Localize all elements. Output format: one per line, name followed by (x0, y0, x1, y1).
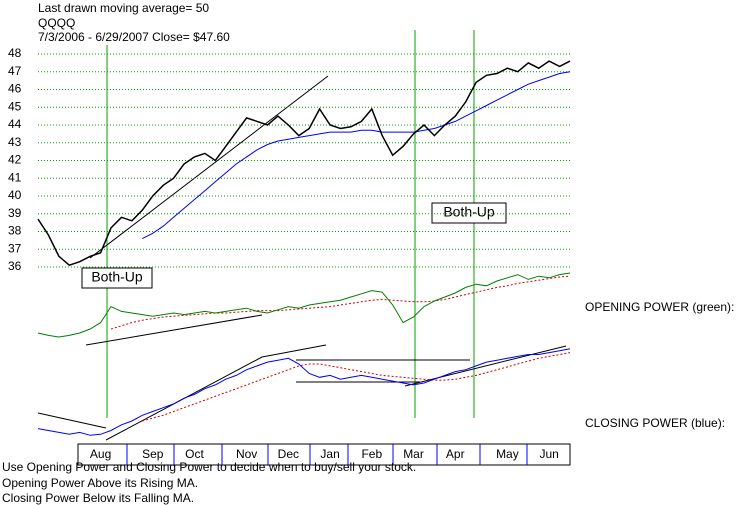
y-tick-label: 37 (8, 241, 22, 255)
x-tick-label: Aug (90, 447, 111, 461)
x-tick-label: Apr (446, 447, 465, 461)
chart-subtitle: 7/3/2006 - 6/29/2007 Close= $47.60 (38, 30, 230, 44)
annotation-box (81, 267, 153, 289)
y-tick-label: 40 (8, 188, 22, 202)
y-tick-label: 41 (8, 170, 22, 184)
x-tick-label: Feb (361, 447, 382, 461)
x-tick-label: Dec (278, 447, 299, 461)
x-tick-label: Jun (539, 447, 558, 461)
trendline (404, 345, 567, 387)
y-tick-label: 39 (8, 206, 22, 220)
y-tick-label: 48 (8, 46, 22, 60)
y-tick-label: 38 (8, 224, 22, 238)
month-ticks (126, 444, 528, 465)
data-line (37, 348, 571, 436)
x-tick-label: Sep (142, 447, 164, 461)
x-tick-label: Oct (185, 447, 204, 461)
panel-title: CLOSING POWER (blue): (585, 416, 725, 430)
trendline (89, 75, 329, 259)
footnote: Use Opening Power and Closing Power to d… (2, 460, 416, 474)
annotation: Both-Up (443, 204, 495, 220)
annotation-box (431, 202, 507, 224)
trendline (37, 412, 107, 429)
chart-title: QQQQ (38, 16, 75, 30)
x-tick-label: May (496, 447, 519, 461)
x-tick-label: Mar (403, 447, 424, 461)
x-tick-label: Nov (236, 447, 257, 461)
footnote: Opening Power Above its Rising MA. (2, 476, 198, 490)
x-tick-label: Jan (320, 447, 339, 461)
y-tick-label: 36 (8, 259, 22, 273)
y-tick-label: 47 (8, 64, 22, 78)
y-tick-label: 42 (8, 153, 22, 167)
y-tick-label: 43 (8, 135, 22, 149)
moving-average (142, 71, 571, 240)
annotation: Both-Up (91, 269, 143, 285)
y-tick-label: 44 (8, 117, 22, 131)
y-tick-label: 46 (8, 82, 22, 96)
x-axis-box (77, 443, 571, 466)
moving-average (142, 352, 571, 422)
data-line (37, 272, 571, 338)
footnote: Closing Power Below its Falling MA. (2, 491, 194, 505)
panel-title: OPENING POWER (green): (585, 300, 734, 314)
moving-average-note: Last drawn moving average= 50 (38, 1, 209, 15)
trendline (85, 314, 263, 346)
trendline (261, 344, 327, 358)
data-line (37, 60, 571, 267)
y-tick-label: 45 (8, 99, 22, 113)
